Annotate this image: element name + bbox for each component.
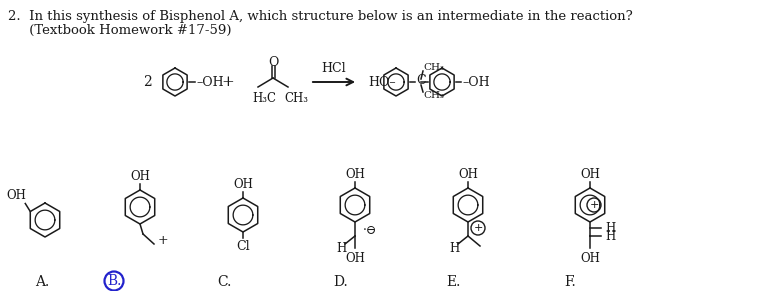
Text: H: H	[605, 221, 615, 235]
Text: D.: D.	[333, 275, 347, 289]
Text: H: H	[605, 230, 615, 242]
Text: H: H	[336, 242, 346, 255]
Text: CH₃: CH₃	[423, 91, 444, 100]
Text: CH₃: CH₃	[423, 63, 444, 72]
Text: OH: OH	[458, 168, 478, 180]
Text: C: C	[416, 74, 425, 88]
Text: HCl: HCl	[322, 62, 346, 75]
Text: –OH: –OH	[462, 75, 490, 88]
Text: OH: OH	[580, 251, 600, 265]
Text: H: H	[449, 242, 459, 255]
Text: 2: 2	[143, 75, 151, 89]
Text: +: +	[473, 223, 483, 233]
Text: ·⊖: ·⊖	[363, 223, 378, 237]
Text: HO–: HO–	[368, 75, 396, 88]
Text: OH: OH	[345, 251, 365, 265]
Text: (Textbook Homework #17-59): (Textbook Homework #17-59)	[8, 24, 232, 37]
Text: +: +	[589, 200, 599, 210]
Text: OH: OH	[130, 169, 150, 182]
Text: OH: OH	[233, 178, 253, 191]
Text: B.: B.	[107, 274, 121, 288]
Text: Cl: Cl	[236, 239, 250, 253]
Text: C.: C.	[217, 275, 232, 289]
Text: –OH: –OH	[196, 75, 223, 88]
Text: OH: OH	[580, 168, 600, 180]
Text: OH: OH	[345, 168, 365, 180]
Text: F.: F.	[564, 275, 576, 289]
Text: A.: A.	[35, 275, 49, 289]
Text: E.: E.	[446, 275, 460, 289]
Text: H₃C: H₃C	[252, 92, 276, 105]
Text: +: +	[222, 75, 235, 89]
Text: +: +	[158, 233, 169, 246]
Text: OH: OH	[6, 189, 26, 202]
Text: 2.  In this synthesis of Bisphenol A, which structure below is an intermediate i: 2. In this synthesis of Bisphenol A, whi…	[8, 10, 633, 23]
Text: O: O	[268, 56, 278, 68]
Text: CH₃: CH₃	[284, 92, 308, 105]
